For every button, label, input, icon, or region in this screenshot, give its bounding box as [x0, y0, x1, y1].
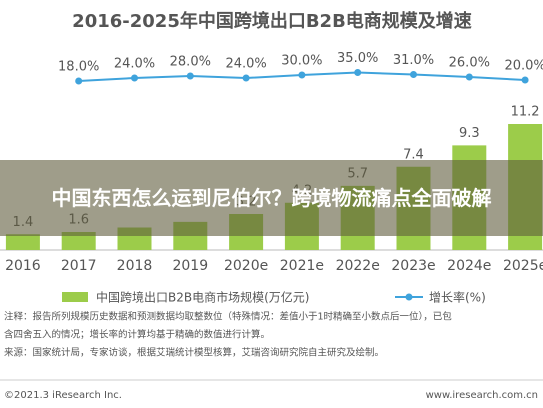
footer-left: ©2021.3 iResearch Inc. [4, 390, 122, 401]
data-label: 7.4 [403, 147, 424, 162]
line-marker [186, 72, 194, 80]
line-marker [298, 71, 306, 79]
data-label: 31.0% [393, 53, 434, 68]
line-marker [354, 69, 362, 76]
data-label: 26.0% [449, 56, 490, 71]
x-tick-label: 2016 [5, 258, 41, 274]
chart-title: 2016-2025年中国跨境出口B2B电商规模及增速 [72, 10, 472, 32]
bar [5, 234, 40, 250]
line-marker [410, 71, 417, 78]
x-tick-label: 2018 [117, 258, 153, 274]
bar [61, 232, 96, 250]
x-tick-label: 2020e [224, 258, 268, 274]
note: 注释：报告所列规模历史数据和预测数据均取整数位（特殊情况：差值小于1时精确至小数… [4, 311, 452, 323]
legend-label: 增长率(%) [429, 290, 486, 305]
x-tick-label: 2019 [172, 258, 208, 274]
x-tick-label: 2021e [280, 258, 324, 274]
line-marker [131, 74, 138, 82]
line-marker [75, 77, 83, 85]
caption: 中国东西怎么运到尼伯尔？跨境物流痛点全面破解 [51, 186, 492, 210]
legend-swatch [405, 293, 413, 301]
data-label: 24.0% [225, 57, 266, 72]
data-label: 30.0% [281, 54, 322, 69]
x-tick-label: 2025e [503, 258, 543, 274]
data-label: 9.3 [459, 126, 480, 141]
x-tick-label: 2017 [61, 258, 97, 274]
note: 来源：国家统计局，专家访谈，根据艾瑞统计模型核算，艾瑞咨询研究院自主研究及绘制。 [4, 347, 384, 359]
x-tick-label: 2022e [336, 258, 380, 274]
banner: 中国东西怎么运到尼伯尔？跨境物流痛点全面破解 [0, 160, 543, 236]
x-tick-label: 2024e [447, 258, 491, 274]
legend-swatch [62, 292, 88, 302]
data-label: 11.2 [511, 105, 540, 120]
data-label: 35.0% [337, 51, 378, 66]
data-label: 18.0% [58, 60, 99, 75]
data-label: 28.0% [170, 55, 211, 70]
note: 含四舍五入的情况；增长率的计算均基于精确的数值进行计算。 [4, 329, 270, 341]
legend-label: 中国跨境出口B2B电商市场规模(万亿元) [96, 290, 309, 305]
data-label: 24.0% [114, 57, 155, 72]
footer-right: www.iresearch.com.cn [426, 390, 538, 401]
data-label: 20.0% [504, 59, 543, 74]
line-marker [242, 74, 250, 82]
line-marker [465, 73, 473, 81]
x-tick-label: 2023e [391, 258, 435, 274]
line-marker [521, 76, 529, 84]
